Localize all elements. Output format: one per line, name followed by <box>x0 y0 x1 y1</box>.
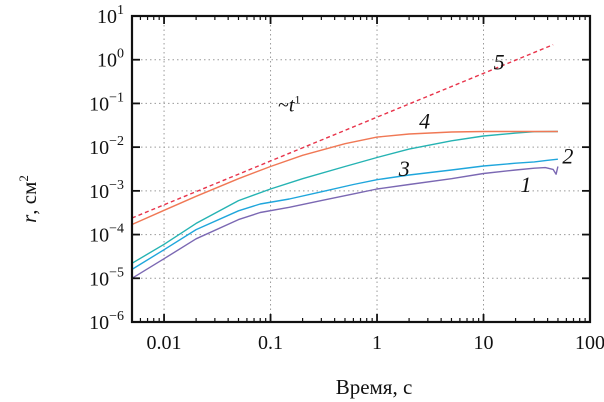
series-line-5 <box>131 44 554 219</box>
svg-text:r, см2: r, см2 <box>16 175 41 223</box>
y-axis-label-unit: , см <box>17 182 41 215</box>
series-line-2 <box>131 158 558 270</box>
y-tick-label: 10−6 <box>89 309 124 334</box>
y-tick-label: 100 <box>97 47 124 72</box>
y-tick-label: 10−5 <box>89 265 124 290</box>
series-line-4 <box>131 130 558 226</box>
series-label-1: 1 <box>520 172 531 197</box>
y-tick-label: 10−2 <box>89 134 124 159</box>
series-lines <box>131 44 559 279</box>
grid-lines <box>132 16 590 322</box>
series-labels: 1 2 34 5 ~t1 <box>278 49 573 196</box>
y-tick-label: 10−3 <box>89 178 124 203</box>
series-label-2: 2 <box>562 144 573 169</box>
y-axis-label-var: r <box>17 214 41 223</box>
y-axis-label-sup: 2 <box>16 175 31 182</box>
x-tick-label: 1 <box>372 332 382 354</box>
series-label-3: 3 <box>398 156 410 181</box>
x-axis-label: Время, с <box>336 375 413 399</box>
x-tick-label: 100 <box>575 332 604 354</box>
axis-ticks: 0.01 0.1 1 10 100 101 100 10−1 10−2 10−3 10−4 10−5 1… <box>89 3 604 354</box>
x-tick-label: 0.1 <box>258 332 283 354</box>
x-tick-label: 0.01 <box>147 332 182 354</box>
y-tick-label: 101 <box>97 3 124 28</box>
series-line-3 <box>131 130 558 264</box>
y-tick-label: 10−4 <box>89 222 124 247</box>
x-tick-label: 10 <box>474 332 494 354</box>
y-tick-label: 10−1 <box>89 90 124 115</box>
series-label-5: 5 <box>494 49 505 74</box>
series-line-1 <box>131 166 559 279</box>
y-axis-label: r, см2 <box>16 175 41 223</box>
series-label-4: 4 <box>419 108 430 133</box>
slope-annotation: ~t1 <box>278 93 300 117</box>
